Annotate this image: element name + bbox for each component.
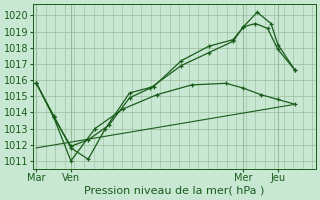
X-axis label: Pression niveau de la mer( hPa ): Pression niveau de la mer( hPa ) (84, 186, 265, 196)
